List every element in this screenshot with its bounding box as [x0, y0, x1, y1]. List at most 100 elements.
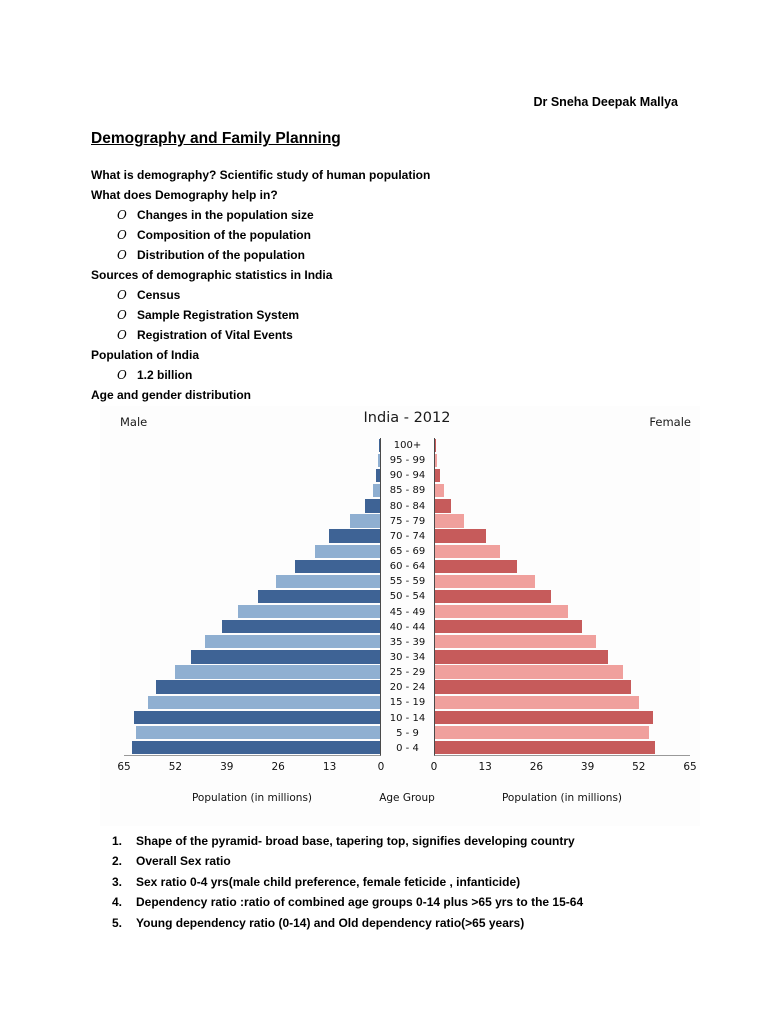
age-group-label: 5 - 9 — [396, 727, 419, 739]
female-bar-row — [435, 680, 690, 695]
male-bar-row — [124, 529, 380, 544]
female-bar — [435, 529, 486, 543]
x-axis-tick: 0 — [430, 761, 438, 773]
female-bar-row — [435, 604, 690, 619]
bullet-icon: O — [117, 288, 127, 302]
text-line: Sources of demographic statistics in Ind… — [91, 265, 691, 285]
male-bar-row — [124, 619, 380, 634]
line-text: Sources of demographic statistics in Ind… — [91, 268, 333, 282]
male-bar — [175, 665, 380, 679]
x-axis-tick: 39 — [580, 761, 595, 773]
female-bar-row — [435, 498, 690, 513]
female-bar-row — [435, 634, 690, 649]
male-bar — [378, 454, 380, 468]
x-axis-label-left: Population (in millions) — [191, 792, 313, 804]
line-text: 1.2 billion — [137, 368, 193, 382]
male-bar-row — [124, 725, 380, 740]
notes-list: 1. Shape of the pyramid- broad base, tape… — [112, 831, 692, 933]
female-bar-row — [435, 589, 690, 604]
female-bar-row — [435, 619, 690, 634]
x-axis-label-right: Population (in millions) — [501, 792, 623, 804]
male-axis-label: Male — [120, 415, 148, 429]
age-group-label: 40 - 44 — [389, 621, 426, 633]
female-bar — [435, 650, 608, 664]
female-bar-row — [435, 453, 690, 468]
line-text: Registration of Vital Events — [137, 328, 293, 342]
line-text: Population of India — [91, 348, 199, 362]
male-bar-row — [124, 559, 380, 574]
text-line: Population of India — [91, 345, 691, 365]
age-group-label: 75 - 79 — [389, 515, 426, 527]
bullet-icon: O — [117, 368, 127, 382]
age-group-label: 70 - 74 — [389, 530, 426, 542]
line-text: Distribution of the population — [137, 248, 305, 262]
note-item: 2. Overall Sex ratio — [112, 851, 692, 871]
male-bar-row — [124, 680, 380, 695]
male-bar — [295, 559, 380, 573]
female-bar-row — [435, 740, 690, 755]
male-bar — [379, 438, 380, 453]
female-bar — [435, 695, 639, 709]
population-pyramid-chart: Male India - 2012 Female 100+ 95 - 99 90 -… — [100, 406, 700, 826]
note-item: 4. Dependency ratio :ratio of combined ag… — [112, 892, 692, 912]
male-bar — [315, 544, 380, 558]
x-axis-tick: 65 — [683, 761, 697, 773]
line-text: Sample Registration System — [137, 308, 300, 322]
female-bar-row — [435, 438, 690, 453]
female-bar-row — [435, 513, 690, 528]
male-bar-row — [124, 710, 380, 725]
age-group-label: 100+ — [393, 440, 422, 452]
note-item: 3. Sex ratio 0-4 yrs(male child preferenc… — [112, 872, 692, 892]
x-axis-tick: 26 — [271, 761, 285, 773]
female-bar-row — [435, 574, 690, 589]
bullet-item: O Changes in the population size — [91, 205, 691, 225]
age-group-label: 85 - 89 — [389, 485, 426, 497]
male-bar — [147, 695, 380, 709]
note-number: 4. — [112, 895, 123, 910]
female-bar — [435, 635, 596, 649]
male-bar — [131, 740, 380, 755]
age-group-label: 50 - 54 — [389, 591, 426, 603]
male-bar-row — [124, 604, 380, 619]
note-item: 5. Young dependency ratio (0-14) and Old … — [112, 913, 692, 933]
female-bar — [435, 484, 444, 498]
female-axis-label: Female — [649, 415, 691, 429]
age-group-label: 90 - 94 — [389, 470, 426, 482]
x-axis-tick: 13 — [478, 761, 492, 773]
male-bar-row — [124, 513, 380, 528]
bullet-item: O Registration of Vital Events — [91, 325, 691, 345]
age-group-label: 30 - 34 — [389, 652, 426, 664]
content-block: What is demography? Scientific study of … — [91, 165, 691, 405]
female-bar-row — [435, 559, 690, 574]
bullet-icon: O — [117, 228, 127, 242]
x-axis-tick: 52 — [168, 761, 183, 773]
female-bar-row — [435, 544, 690, 559]
chart-title: India - 2012 — [363, 410, 451, 426]
male-bar — [133, 710, 380, 724]
age-group-labels: 100+ 95 - 99 90 - 94 85 - 89 80 - 84 75 - 79 7… — [381, 438, 434, 756]
male-bar — [190, 650, 380, 664]
female-bar — [435, 680, 632, 694]
female-bar — [435, 604, 569, 619]
male-bar-row — [124, 498, 380, 513]
line-text: What does Demography help in? — [91, 188, 278, 202]
female-bar — [435, 559, 518, 573]
age-group-label: 65 - 69 — [389, 546, 426, 558]
male-bar — [376, 469, 380, 483]
female-bar-row — [435, 468, 690, 483]
female-bar — [435, 514, 465, 528]
male-bar-row — [124, 574, 380, 589]
x-axis-tick: 39 — [220, 761, 234, 773]
male-bar-row — [124, 664, 380, 679]
male-bar — [155, 680, 380, 694]
male-bar — [222, 620, 380, 634]
x-axis-tick: 65 — [117, 761, 131, 773]
bullet-icon: O — [117, 328, 127, 342]
male-bars-plot — [124, 438, 381, 756]
note-text: Dependency ratio :ratio of combined age … — [136, 895, 584, 910]
text-line: What does Demography help in? — [91, 185, 691, 205]
note-text: Overall Sex ratio — [136, 854, 231, 869]
male-bar — [328, 529, 380, 543]
note-number: 2. — [112, 854, 123, 869]
female-bar-row — [435, 483, 690, 498]
